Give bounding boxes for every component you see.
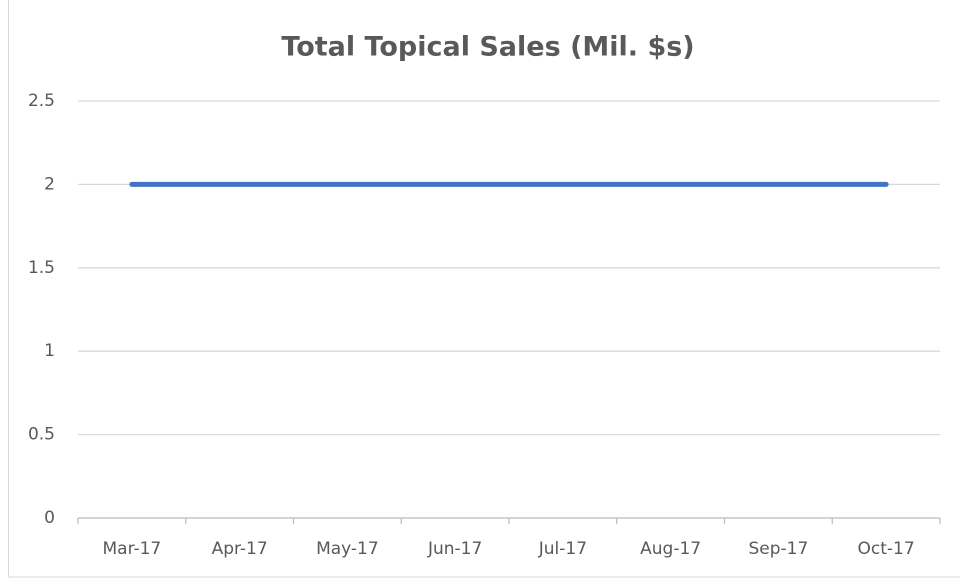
x-tick-label: Mar-17 — [102, 539, 161, 559]
chart-frame — [8, 0, 960, 578]
y-tick-label: 1 — [44, 341, 55, 361]
y-tick-label: 0 — [44, 508, 55, 528]
x-tick-label: Aug-17 — [640, 539, 701, 559]
x-tick-label: May-17 — [316, 539, 379, 559]
x-tick-label: Jul-17 — [538, 539, 587, 559]
x-tick-label: Oct-17 — [858, 539, 915, 559]
y-tick-label: 2.5 — [28, 91, 55, 111]
x-tick-label: Apr-17 — [212, 539, 268, 559]
y-tick-label: 0.5 — [28, 425, 55, 445]
chart-title: Total Topical Sales (Mil. $s) — [281, 32, 694, 63]
x-tick-label: Sep-17 — [748, 539, 808, 559]
x-tick-label: Jun-17 — [427, 539, 482, 559]
y-tick-label: 2 — [44, 174, 55, 194]
y-tick-label: 1.5 — [28, 258, 55, 278]
